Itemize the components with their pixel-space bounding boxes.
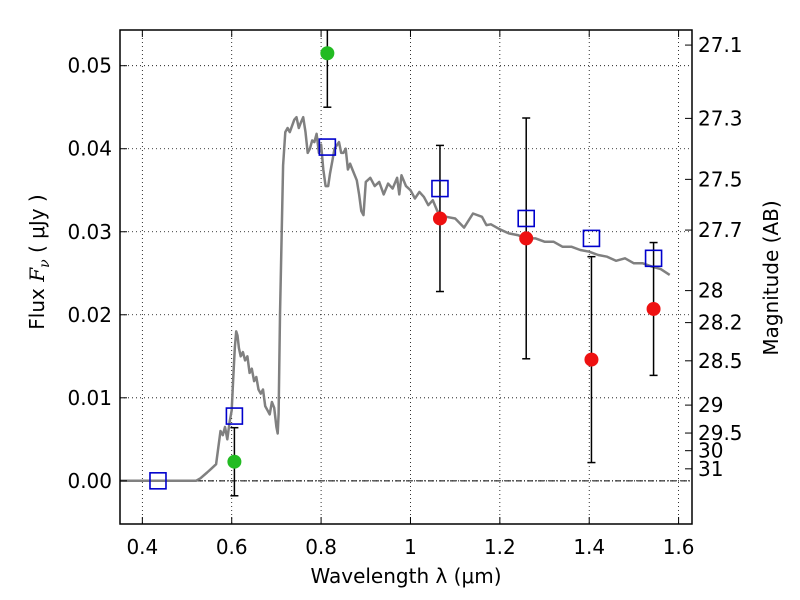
x-tick-label: 1.6 (663, 535, 695, 559)
y-axis-left: 0.00 0.01 0.02 0.03 0.04 0.05 (67, 54, 127, 493)
observed-flux-point (646, 301, 661, 316)
model-photometry-square (149, 472, 167, 490)
x-tick-label: 0.4 (126, 535, 158, 559)
y-axis-label: Flux Fν ( μJy ) (25, 194, 53, 329)
x-axis-label: Wavelength λ (μm) (310, 564, 501, 588)
right-tick-label: 27.1 (698, 33, 743, 57)
data-marks (149, 30, 663, 497)
right-tick-label: 27.3 (698, 106, 743, 130)
model-photometry-square (582, 229, 601, 248)
right-tick-label: 27.5 (698, 167, 743, 191)
x-tick-label: 1.4 (573, 535, 605, 559)
right-tick-label: 27.7 (698, 218, 743, 242)
observed-flux-point (584, 352, 599, 367)
observed-flux-point (320, 46, 335, 61)
y-tick-label: 0.02 (67, 303, 112, 327)
y-tick-label: 0.05 (67, 54, 112, 78)
model-photometry-square (431, 179, 449, 198)
model-photometry-square (318, 138, 337, 156)
x-tick-label: 0.6 (216, 535, 248, 559)
model-photometry-square (517, 209, 536, 228)
y-tick-label: 0.00 (67, 469, 112, 493)
observed-flux-point (432, 211, 447, 226)
x-tick-label: 1 (404, 535, 417, 559)
right-tick-label: 29.5 (698, 421, 743, 445)
plot-frame (119, 29, 693, 525)
right-tick-label: 28.5 (698, 349, 743, 373)
y-tick-label: 0.04 (67, 137, 112, 161)
x-axis: 0.4 0.6 0.8 1 1.2 1.4 1.6 (126, 30, 695, 559)
model-spectrum-line (120, 115, 671, 483)
right-tick-label: 31 (698, 457, 723, 481)
model-photometry-square (225, 407, 244, 425)
observed-flux-point (519, 231, 534, 246)
x-tick-label: 0.8 (305, 535, 337, 559)
right-tick-label: 29 (698, 393, 723, 417)
right-tick-label: 30 (698, 439, 723, 463)
y-tick-label: 0.01 (67, 386, 112, 410)
model-photometry-square (644, 249, 663, 268)
right-tick-label: 28.2 (698, 311, 743, 335)
observed-flux-point (227, 454, 242, 469)
right-tick-label: 28 (698, 279, 723, 303)
y-tick-label: 0.03 (67, 220, 112, 244)
y-axis-right-label: Magnitude (AB) (759, 200, 783, 355)
x-tick-label: 1.2 (484, 535, 516, 559)
grid (120, 30, 692, 524)
